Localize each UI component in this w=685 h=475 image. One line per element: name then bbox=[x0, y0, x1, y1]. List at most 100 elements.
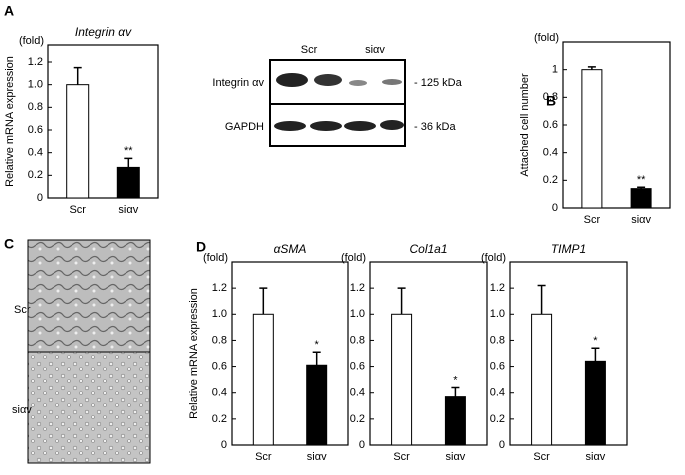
error-bar bbox=[451, 386, 460, 397]
error-bar bbox=[312, 351, 321, 366]
x-tick-label: siαv bbox=[586, 451, 606, 463]
y-tick-label: 0.8 bbox=[543, 91, 558, 103]
y-tick-label: 0.2 bbox=[490, 413, 505, 425]
x-tick-label: siαv bbox=[307, 451, 327, 463]
y-tick-label: 0 bbox=[552, 202, 558, 214]
error-bar bbox=[397, 287, 406, 315]
significance: * bbox=[315, 339, 320, 351]
y-tick-label: 1.0 bbox=[28, 79, 43, 91]
y-tick-label: 1.0 bbox=[490, 308, 505, 320]
unit-label: (fold) bbox=[481, 252, 506, 264]
y-tick-label: 0.2 bbox=[28, 169, 43, 181]
significance: * bbox=[453, 374, 458, 386]
y-axis-label: Relative mRNA expression bbox=[188, 288, 200, 419]
y-tick-label: 0.6 bbox=[543, 119, 558, 131]
y-tick-label: 0.6 bbox=[490, 360, 505, 372]
significance: ** bbox=[637, 174, 646, 186]
chart-title: Col1a1 bbox=[409, 242, 447, 256]
y-tick-label: 1.0 bbox=[350, 308, 365, 320]
y-tick-label: 0.4 bbox=[212, 387, 227, 399]
bar bbox=[66, 84, 90, 199]
error-bar bbox=[537, 284, 546, 315]
significance: * bbox=[593, 335, 598, 347]
chart-title: αSMA bbox=[274, 242, 307, 256]
plot-frame bbox=[509, 261, 628, 446]
bar bbox=[252, 313, 274, 446]
y-axis-label: Relative mRNA expression bbox=[4, 56, 16, 187]
panel-label: B bbox=[546, 93, 556, 109]
unit-label: (fold) bbox=[19, 35, 44, 47]
y-tick-label: 0.2 bbox=[350, 413, 365, 425]
bar bbox=[581, 69, 603, 209]
error-bar bbox=[259, 287, 268, 315]
micrograph-label: Scr bbox=[14, 304, 31, 316]
y-tick-label: 0 bbox=[359, 439, 365, 451]
y-tick-label: 0.4 bbox=[350, 387, 365, 399]
blot-row-label: Integrin αv bbox=[212, 77, 264, 89]
blot-size: - 125 kDa bbox=[414, 77, 463, 89]
y-tick-label: 0.4 bbox=[490, 387, 505, 399]
micrograph-label: siαv bbox=[12, 404, 32, 416]
y-tick-label: 1.2 bbox=[350, 282, 365, 294]
micrograph bbox=[27, 351, 151, 464]
significance: ** bbox=[124, 145, 133, 157]
micrograph bbox=[27, 239, 151, 353]
y-tick-label: 0.2 bbox=[212, 413, 227, 425]
lane-label: siαv bbox=[365, 44, 385, 56]
y-tick-label: 0 bbox=[221, 439, 227, 451]
y-tick-label: 1.2 bbox=[490, 282, 505, 294]
x-tick-label: Scr bbox=[584, 214, 601, 226]
y-tick-label: 0.6 bbox=[212, 360, 227, 372]
y-tick-label: 0.8 bbox=[212, 334, 227, 346]
x-tick-label: Scr bbox=[69, 204, 86, 216]
error-bar bbox=[124, 157, 133, 168]
bar bbox=[630, 188, 652, 209]
bar bbox=[584, 360, 606, 446]
y-tick-label: 1 bbox=[552, 64, 558, 76]
y-tick-label: 0.6 bbox=[28, 124, 43, 136]
error-bar bbox=[73, 66, 82, 85]
bar bbox=[391, 313, 413, 446]
y-tick-label: 0.8 bbox=[350, 334, 365, 346]
y-axis-label: Attached cell number bbox=[519, 73, 531, 177]
y-tick-label: 1.2 bbox=[212, 282, 227, 294]
unit-label: (fold) bbox=[341, 252, 366, 264]
y-tick-label: 0.4 bbox=[543, 147, 558, 159]
panel-label: C bbox=[4, 236, 14, 252]
unit-label: (fold) bbox=[534, 32, 559, 44]
bar bbox=[306, 364, 328, 446]
chart-title: Integrin αv bbox=[75, 25, 132, 39]
y-tick-label: 0.6 bbox=[350, 360, 365, 372]
x-tick-label: siαv bbox=[631, 214, 651, 226]
plot-frame bbox=[231, 261, 349, 446]
y-tick-label: 0 bbox=[37, 192, 43, 204]
error-bar bbox=[587, 66, 596, 70]
x-tick-label: Scr bbox=[393, 451, 410, 463]
lane-label: Scr bbox=[301, 44, 318, 56]
y-tick-label: 0.8 bbox=[28, 101, 43, 113]
blot-row-label: GAPDH bbox=[225, 121, 264, 133]
chart-title: TIMP1 bbox=[551, 242, 586, 256]
error-bar bbox=[637, 186, 646, 189]
x-tick-label: Scr bbox=[255, 451, 272, 463]
plot-frame bbox=[562, 41, 671, 209]
bar bbox=[531, 313, 553, 446]
unit-label: (fold) bbox=[203, 252, 228, 264]
bar bbox=[116, 166, 140, 199]
plot-frame bbox=[47, 44, 159, 199]
y-tick-label: 1.0 bbox=[212, 308, 227, 320]
y-tick-label: 0 bbox=[499, 439, 505, 451]
blot-size: - 36 kDa bbox=[414, 121, 456, 133]
x-tick-label: Scr bbox=[533, 451, 550, 463]
y-tick-label: 0.4 bbox=[28, 147, 43, 159]
x-tick-label: siαv bbox=[446, 451, 466, 463]
panel-label: A bbox=[4, 3, 14, 19]
y-tick-label: 0.8 bbox=[490, 334, 505, 346]
bar bbox=[444, 396, 466, 446]
error-bar bbox=[591, 347, 600, 362]
western-blot bbox=[269, 59, 406, 147]
x-tick-label: siαv bbox=[118, 204, 138, 216]
y-tick-label: 1.2 bbox=[28, 56, 43, 68]
y-tick-label: 0.2 bbox=[543, 174, 558, 186]
